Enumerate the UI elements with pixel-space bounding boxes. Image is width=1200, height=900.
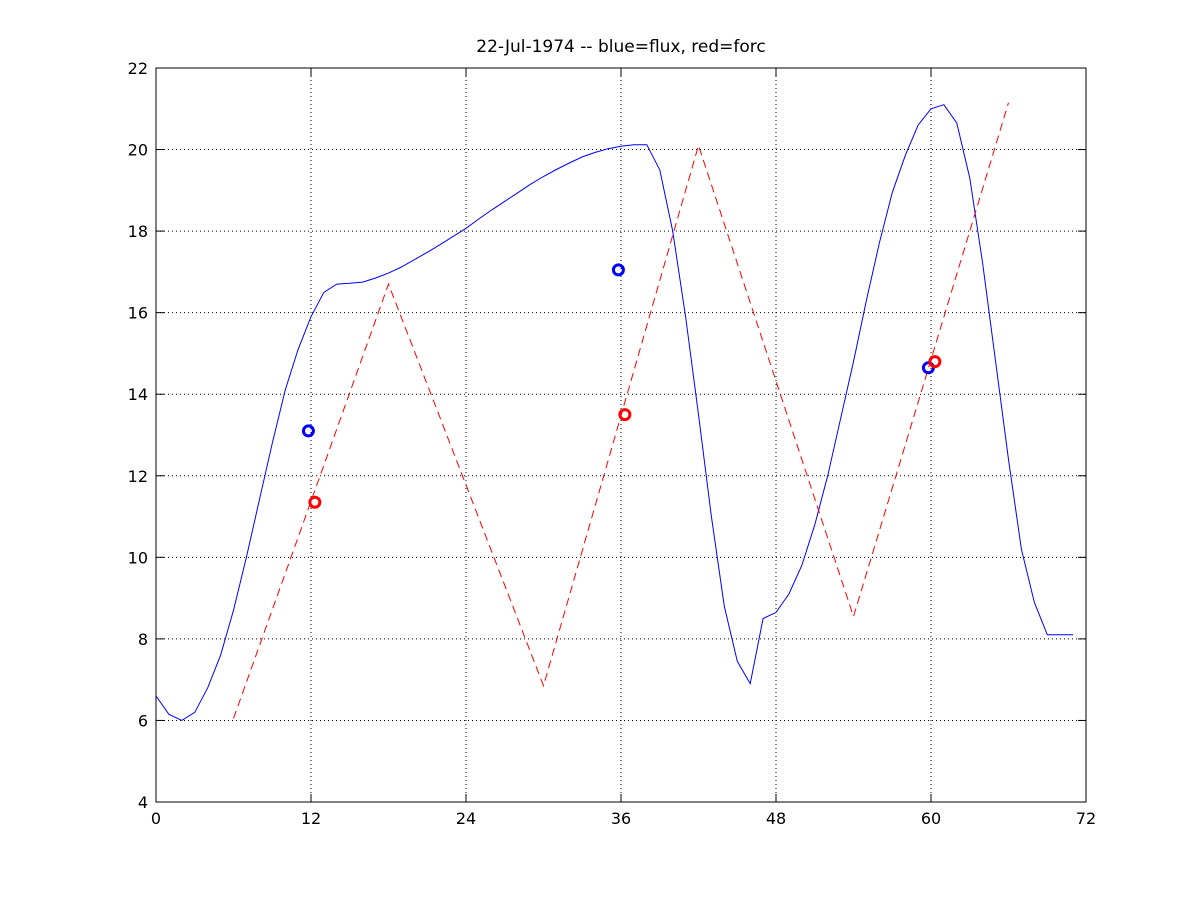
x-tick-label: 0 (151, 809, 161, 828)
plot-series (155, 102, 1074, 721)
axis-ticks (155, 67, 1087, 803)
x-tick-label: 60 (921, 809, 941, 828)
x-tick-label: 24 (456, 809, 476, 828)
y-tick-label: 14 (128, 385, 148, 404)
y-tick-label: 22 (128, 59, 148, 78)
plot-markers (301, 263, 942, 509)
grid-lines (156, 68, 1086, 802)
x-tick-label: 48 (766, 809, 786, 828)
forc-marker (928, 355, 942, 369)
x-tick-label: 36 (611, 809, 631, 828)
plot-frame (155, 67, 1087, 803)
y-tick-label: 8 (138, 630, 148, 649)
x-tick-label: 72 (1076, 809, 1096, 828)
y-tick-label: 12 (128, 467, 148, 486)
x-tick-label: 12 (301, 809, 321, 828)
forc-marker (618, 408, 632, 422)
y-tick-label: 18 (128, 222, 148, 241)
flux-series-line (155, 104, 1074, 721)
y-tick-label: 16 (128, 304, 148, 323)
y-axis-tick-labels: 4 6 8 10 12 14 16 18 20 22 (128, 59, 148, 812)
flux-marker (301, 424, 315, 438)
y-tick-label: 10 (128, 548, 148, 567)
x-axis-tick-labels: 0 12 24 36 48 60 72 (151, 809, 1096, 828)
y-tick-label: 20 (128, 141, 148, 160)
y-tick-label: 6 (138, 711, 148, 730)
forc-marker (308, 495, 322, 509)
chart-title: 22-Jul-1974 -- blue=flux, red=forc (476, 37, 766, 57)
y-tick-label: 4 (138, 793, 148, 812)
flux-marker (611, 263, 625, 277)
